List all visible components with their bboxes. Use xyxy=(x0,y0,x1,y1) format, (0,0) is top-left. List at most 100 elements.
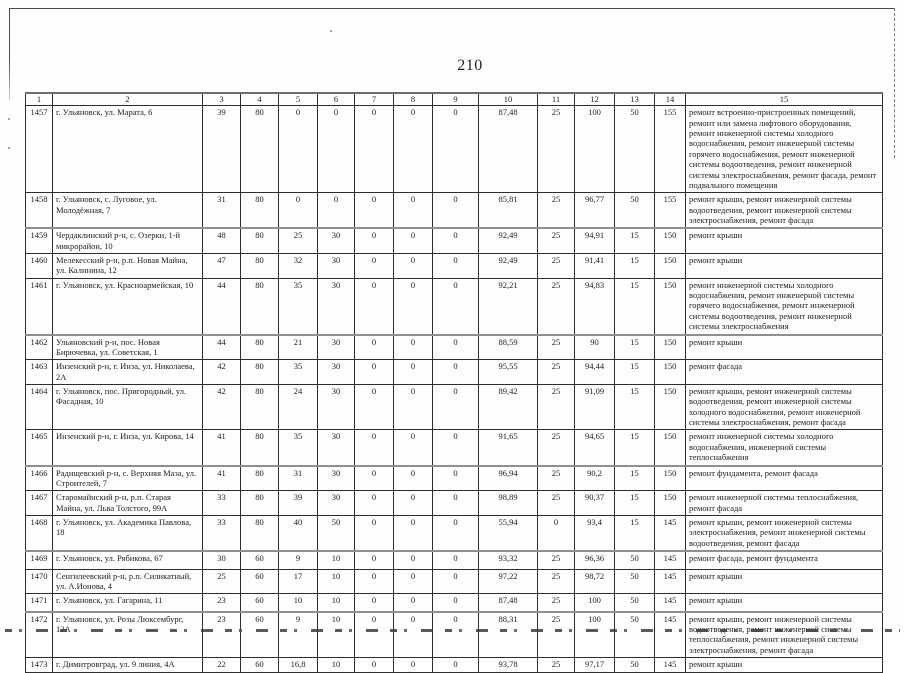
address-cell: г. Ульяновск, ул. Гагарина, 11 xyxy=(52,593,203,613)
column-header: 12 xyxy=(574,92,615,107)
column-header: 4 xyxy=(240,92,279,107)
row-number-cell: 1457 xyxy=(25,105,53,194)
row-number-cell: 1461 xyxy=(25,277,53,336)
value-cell: 10 xyxy=(278,593,318,613)
value-cell: 80 xyxy=(240,227,279,255)
table-row: 1470 Сенгилеевский р-н, р.п. Силикатный, … xyxy=(25,568,883,595)
value-cell: 92,21 xyxy=(478,277,538,336)
address-cell: г. Димитровград, ул. 9 линия, 4А xyxy=(52,657,203,673)
value-cell: 0 xyxy=(432,105,479,194)
value-cell: 0 xyxy=(393,359,433,385)
works-cell: ремонт инженерной системы теплоснабжения… xyxy=(685,490,883,516)
row-number-cell: 1464 xyxy=(25,383,53,431)
row-number-cell: 1472 xyxy=(25,610,53,659)
value-cell: 0 xyxy=(354,192,394,229)
value-cell: 94,91 xyxy=(574,227,615,255)
value-cell: 0 xyxy=(393,610,433,659)
works-cell: ремонт крыши xyxy=(685,657,883,673)
value-cell: 0 xyxy=(393,593,433,613)
address-cell: Чердаклинский р-н, с. Озерки, 1-й микрор… xyxy=(52,227,203,255)
value-cell: 15 xyxy=(614,333,655,361)
value-cell: 25 xyxy=(537,429,575,466)
value-cell: 25 xyxy=(202,568,241,595)
value-cell: 0 xyxy=(354,657,394,673)
address-cell: Инзенский р-н, г. Инза, ул. Кирова, 14 xyxy=(52,429,203,466)
value-cell: 23 xyxy=(202,593,241,613)
table-header-row: 1 2 3 4 5 6 7 8 9 10 11 12 13 14 15 xyxy=(25,92,883,107)
value-cell: 15 xyxy=(614,429,655,466)
value-cell: 30 xyxy=(317,253,355,279)
value-cell: 10 xyxy=(317,550,355,570)
value-cell: 35 xyxy=(278,359,318,385)
value-cell: 0 xyxy=(432,550,479,570)
value-cell: 25 xyxy=(537,550,575,570)
value-cell: 150 xyxy=(654,429,686,466)
value-cell: 10 xyxy=(317,657,355,673)
value-cell: 87,48 xyxy=(478,593,538,613)
address-cell: Радищевский р-н, с. Верхняя Маза, ул. Ст… xyxy=(52,464,203,492)
value-cell: 0 xyxy=(432,568,479,595)
value-cell: 145 xyxy=(654,593,686,613)
column-header: 9 xyxy=(432,92,479,107)
value-cell: 25 xyxy=(537,490,575,516)
value-cell: 93,4 xyxy=(574,514,615,552)
value-cell: 0 xyxy=(432,610,479,659)
value-cell: 91,09 xyxy=(574,383,615,431)
value-cell: 150 xyxy=(654,490,686,516)
value-cell: 0 xyxy=(432,227,479,255)
value-cell: 0 xyxy=(393,490,433,516)
column-header: 13 xyxy=(614,92,655,107)
column-header: 10 xyxy=(478,92,538,107)
value-cell: 80 xyxy=(240,333,279,361)
value-cell: 80 xyxy=(240,253,279,279)
address-cell: Сенгилеевский р-н, р.п. Силикатный, ул. … xyxy=(52,568,203,595)
row-number-cell: 1460 xyxy=(25,253,53,279)
value-cell: 39 xyxy=(202,105,241,194)
value-cell: 150 xyxy=(654,359,686,385)
works-cell: ремонт крыши xyxy=(685,568,883,595)
value-cell: 0 xyxy=(393,277,433,336)
value-cell: 50 xyxy=(317,514,355,552)
value-cell: 50 xyxy=(614,192,655,229)
value-cell: 10 xyxy=(317,568,355,595)
value-cell: 33 xyxy=(202,490,241,516)
value-cell: 80 xyxy=(240,429,279,466)
value-cell: 0 xyxy=(432,277,479,336)
value-cell: 55,94 xyxy=(478,514,538,552)
value-cell: 80 xyxy=(240,105,279,194)
works-cell: ремонт крыши xyxy=(685,227,883,255)
value-cell: 0 xyxy=(393,253,433,279)
works-cell: ремонт крыши, ремонт инженерной системы … xyxy=(685,192,883,229)
address-cell: г. Ульяновск, ул. Розы Люксембург, 12А xyxy=(52,610,203,659)
value-cell: 50 xyxy=(614,593,655,613)
value-cell: 0 xyxy=(354,383,394,431)
value-cell: 145 xyxy=(654,514,686,552)
value-cell: 94,65 xyxy=(574,429,615,466)
address-cell: г. Ульяновск, пос. Пригородный, ул. Фаса… xyxy=(52,383,203,431)
value-cell: 93,32 xyxy=(478,550,538,570)
value-cell: 24 xyxy=(278,383,318,431)
value-cell: 150 xyxy=(654,383,686,431)
value-cell: 0 xyxy=(393,429,433,466)
value-cell: 15 xyxy=(614,383,655,431)
value-cell: 16,8 xyxy=(278,657,318,673)
value-cell: 155 xyxy=(654,192,686,229)
value-cell: 30 xyxy=(317,490,355,516)
table-row: 1473 г. Димитровград, ул. 9 линия, 4А 22 60… xyxy=(25,657,883,673)
row-number-cell: 1473 xyxy=(25,657,53,673)
table-row: 1461 г. Ульяновск, ул. Красноармейская, 1… xyxy=(25,277,883,336)
value-cell: 15 xyxy=(614,253,655,279)
value-cell: 25 xyxy=(537,333,575,361)
value-cell: 0 xyxy=(354,568,394,595)
works-cell: ремонт крыши, ремонт инженерной системы … xyxy=(685,383,883,431)
value-cell: 91,65 xyxy=(478,429,538,466)
table-row: 1462 Ульяновский р-н, пос. Новая Бирючевк… xyxy=(25,333,883,361)
value-cell: 0 xyxy=(354,429,394,466)
value-cell: 0 xyxy=(432,253,479,279)
value-cell: 0 xyxy=(317,192,355,229)
value-cell: 15 xyxy=(614,514,655,552)
address-cell: Инзенский р-н, г. Инза, ул. Николаева, 2… xyxy=(52,359,203,385)
address-cell: г. Ульяновск, ул. Академика Павлова, 18 xyxy=(52,514,203,552)
value-cell: 0 xyxy=(354,514,394,552)
scan-frame-right-line xyxy=(894,8,895,158)
